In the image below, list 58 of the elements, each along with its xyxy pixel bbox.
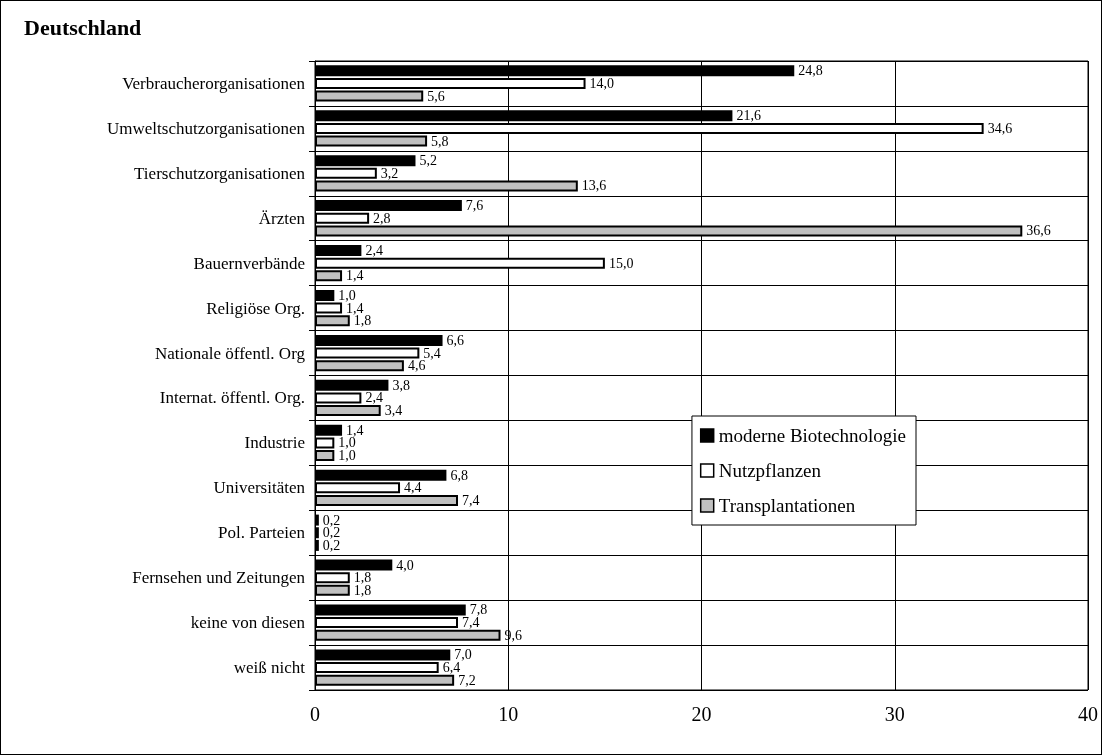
x-tick-label: 40: [1078, 703, 1098, 725]
y-tick-label: Nationale öffentl. Org: [155, 343, 306, 363]
legend-label: Nutzpflanzen: [718, 460, 822, 481]
x-tick-label: 30: [884, 703, 905, 725]
data-label: 4,0: [396, 557, 414, 573]
data-label: 24,8: [798, 63, 823, 79]
data-label: 1,4: [346, 422, 364, 438]
x-tick-label: 0: [310, 703, 320, 725]
x-tick-label: 10: [498, 703, 519, 725]
y-tick-label: weiß nicht: [233, 658, 306, 678]
data-label: 1,0: [338, 287, 356, 303]
y-tick-label: Umweltschutzorganisationen: [107, 118, 306, 138]
x-tick-label: 20: [691, 703, 712, 725]
data-label: 13,6: [581, 178, 607, 194]
y-tick-label: Fernsehen und Zeitungen: [132, 568, 306, 588]
data-label: 0,2: [322, 512, 341, 528]
data-label: 1,8: [353, 313, 372, 329]
legend-label: moderne Biotechnologie: [718, 425, 906, 446]
data-label: 2,4: [365, 390, 383, 406]
y-tick-label: Ärzten: [258, 208, 306, 228]
y-tick-label: Universitäten: [213, 478, 306, 498]
data-label: 7,2: [458, 672, 476, 688]
y-tick-label: Tierschutzorganisationen: [134, 163, 306, 183]
data-label: 34,6: [987, 120, 1013, 136]
data-label: 7,4: [462, 615, 480, 631]
y-tick-label: Industrie: [244, 433, 305, 453]
data-label: 14,0: [589, 75, 615, 91]
data-label: 4,4: [404, 480, 422, 496]
legend-label: Transplantationen: [718, 495, 856, 516]
data-label: 6,8: [450, 467, 468, 483]
data-label: 7,4: [462, 492, 480, 508]
y-tick-label: Bauernverbände: [193, 253, 305, 273]
data-label: 6,4: [442, 660, 461, 676]
data-label: 2,8: [373, 210, 391, 226]
data-label: 3,2: [380, 165, 399, 181]
data-label: 3,4: [384, 403, 403, 419]
data-label: 36,6: [1026, 223, 1051, 239]
data-label: 5,2: [419, 153, 437, 169]
data-label: 1,4: [346, 268, 364, 284]
y-tick-label: Verbraucherorganisationen: [122, 73, 306, 93]
y-tick-label: Pol. Parteien: [218, 523, 306, 543]
data-label: 15,0: [608, 255, 634, 271]
data-label: 3,8: [392, 377, 410, 393]
data-label: 7,6: [465, 198, 484, 214]
data-label: 6,6: [446, 332, 465, 348]
data-label: 5,4: [423, 345, 441, 361]
data-label: 21,6: [736, 108, 761, 124]
data-label: 1,0: [338, 448, 356, 464]
data-label: 5,6: [427, 88, 445, 104]
y-tick-label: Internat. öffentl. Org.: [159, 388, 305, 408]
y-tick-label: Religiöse Org.: [206, 298, 305, 318]
data-label: 7,8: [469, 602, 488, 618]
data-label: 2,4: [365, 243, 383, 259]
text: Deutschland: [24, 14, 142, 40]
data-label: 5,8: [431, 133, 449, 149]
data-label: 4,6: [407, 358, 426, 374]
y-tick-label: keine von diesen: [190, 613, 306, 633]
data-label: 7,0: [454, 647, 472, 663]
